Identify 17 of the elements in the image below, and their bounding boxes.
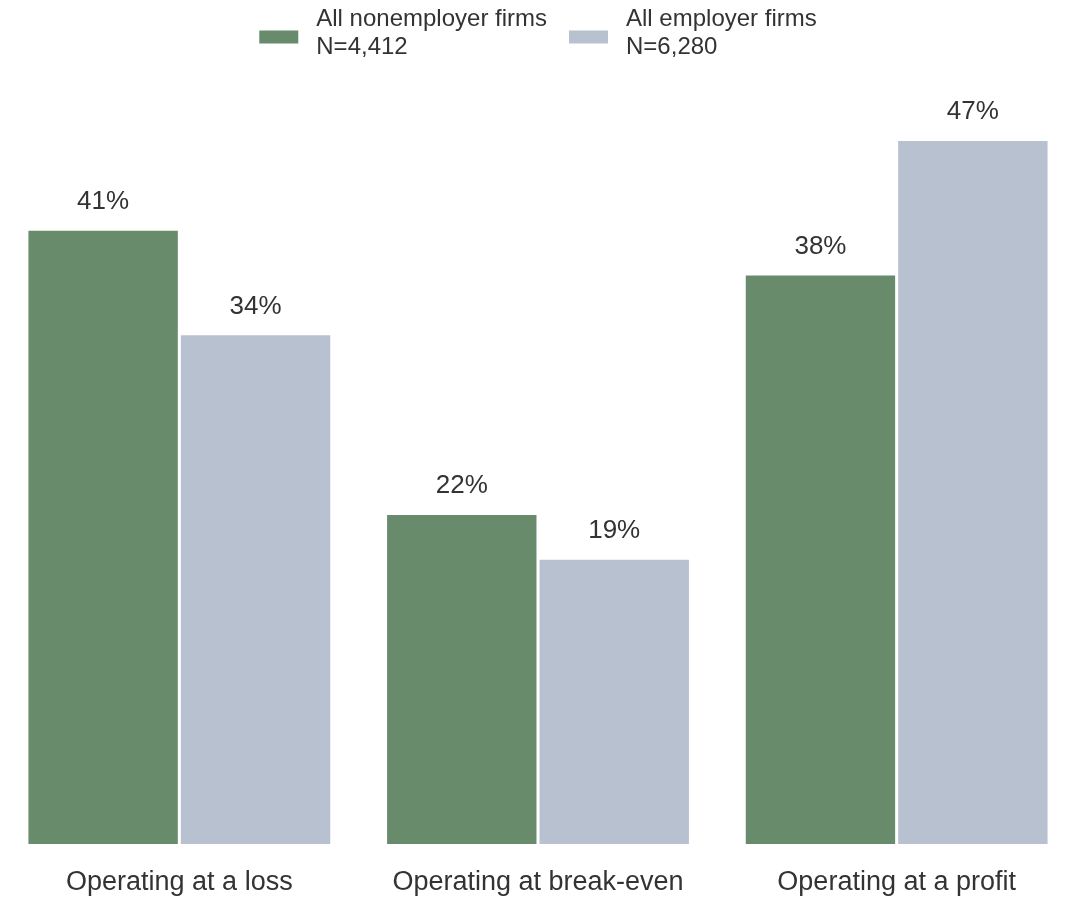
data-label: 41% [77,184,130,215]
bar [745,275,896,844]
bar [28,230,178,844]
data-label: 38% [794,229,847,260]
data-label: 47% [946,95,999,126]
bar [898,140,1048,844]
data-label: 19% [588,513,641,544]
legend-label: All nonemployer firms N=4,412 [316,3,548,59]
x-tick-label: Operating at a profit [777,865,1017,896]
bar [387,514,537,844]
x-tick-label: Operating at a loss [66,865,293,896]
data-label: 22% [435,469,488,500]
data-label: 34% [229,289,282,320]
bar [180,335,331,844]
bar [539,559,689,844]
x-tick-label: Operating at break-even [392,865,684,896]
legend-label: All employer firms N=6,280 [626,3,817,59]
